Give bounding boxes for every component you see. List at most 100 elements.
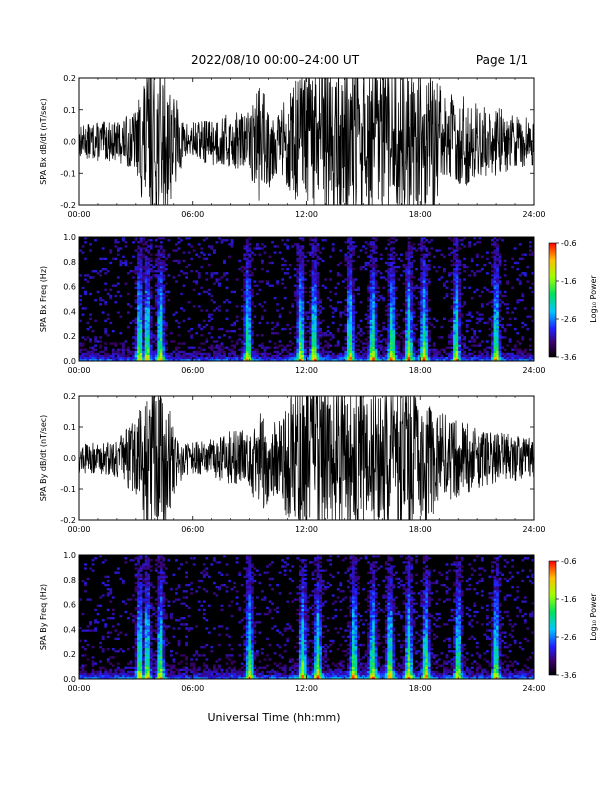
heat-cell xyxy=(425,352,429,356)
heat-cell xyxy=(387,325,391,329)
heat-cell xyxy=(147,270,151,273)
heat-cell xyxy=(89,567,92,570)
heat-cell xyxy=(488,334,492,337)
heat-cell xyxy=(298,301,302,304)
heat-cell xyxy=(422,290,426,294)
heat-cell xyxy=(84,648,87,651)
heat-cell xyxy=(425,342,429,345)
heat-cell xyxy=(296,338,300,341)
heat-cell xyxy=(405,257,408,261)
heat-cell xyxy=(159,641,163,645)
heat-cell xyxy=(349,354,353,358)
heat-cell xyxy=(491,346,494,349)
heat-cell xyxy=(195,280,199,283)
heat-cell xyxy=(394,346,398,349)
heat-cell xyxy=(235,340,239,343)
heat-cell xyxy=(491,348,494,351)
heat-cell xyxy=(352,327,355,331)
heat-cell xyxy=(412,247,416,250)
heat-cell xyxy=(91,660,95,663)
heat-cell xyxy=(478,350,482,354)
heat-cell xyxy=(521,354,525,358)
heat-cell xyxy=(298,265,302,269)
heat-cell xyxy=(144,579,148,583)
heat-cell xyxy=(460,305,464,308)
heat-cell xyxy=(306,315,310,318)
heat-cell xyxy=(316,323,320,327)
heat-cell xyxy=(483,354,487,358)
heat-cell xyxy=(463,245,467,248)
heat-cell xyxy=(142,299,146,302)
heat-cell xyxy=(157,672,161,676)
heat-cell xyxy=(303,325,307,329)
heat-cell xyxy=(283,296,287,300)
heat-cell xyxy=(493,330,497,333)
heat-cell xyxy=(159,604,163,607)
heat-cell xyxy=(255,350,259,354)
heat-cell xyxy=(139,645,143,649)
heat-cell xyxy=(445,286,449,289)
heat-cell xyxy=(157,660,161,663)
heat-cell xyxy=(387,268,391,271)
heat-cell xyxy=(162,654,166,657)
heat-cell xyxy=(129,321,133,325)
heat-cell xyxy=(339,358,343,362)
heat-cell xyxy=(157,559,161,562)
heat-cell xyxy=(139,274,143,277)
heat-cell xyxy=(190,334,194,337)
heat-cell xyxy=(84,639,87,643)
heat-cell xyxy=(301,278,305,281)
heat-cell xyxy=(346,352,350,356)
heat-cell xyxy=(405,251,408,254)
heat-cell xyxy=(301,292,305,296)
heat-cell xyxy=(496,332,499,335)
heat-cell xyxy=(207,292,211,296)
heat-cell xyxy=(326,334,330,337)
heat-cell xyxy=(177,346,181,349)
heat-cell xyxy=(369,307,373,310)
heat-cell xyxy=(142,276,146,279)
heat-cell xyxy=(144,261,148,265)
heat-cell xyxy=(443,348,446,351)
heat-cell xyxy=(220,350,224,354)
heat-cell xyxy=(137,627,140,630)
heat-cell xyxy=(109,251,113,254)
heat-cell xyxy=(493,245,497,248)
heat-cell xyxy=(233,344,237,347)
heat-cell xyxy=(159,633,163,636)
heat-cell xyxy=(134,590,138,593)
heat-cell xyxy=(420,334,424,337)
heat-cell xyxy=(134,637,138,641)
heat-cell xyxy=(202,319,206,323)
heat-cell xyxy=(405,301,408,304)
heat-cell xyxy=(223,356,226,360)
heat-cell xyxy=(314,348,317,351)
heat-cell xyxy=(410,346,413,349)
heat-cell xyxy=(175,358,178,362)
heat-cell xyxy=(248,323,252,327)
heat-cell xyxy=(139,340,143,343)
heat-cell xyxy=(503,327,507,331)
heat-cell xyxy=(341,311,345,314)
heat-cell xyxy=(109,617,113,620)
heat-cell xyxy=(455,257,459,261)
panel-3: 00:00 06:00 12:00 18:00 24:00-0.2-0.10.00.10… xyxy=(39,392,546,534)
heat-cell xyxy=(121,579,125,583)
heat-cell xyxy=(389,350,393,354)
heat-cell xyxy=(235,315,239,318)
heat-cell xyxy=(503,348,507,351)
heat-cell xyxy=(458,338,461,341)
heat-cell xyxy=(162,301,166,304)
heat-cell xyxy=(415,268,419,271)
heat-cell xyxy=(172,276,176,279)
heat-cell xyxy=(159,307,163,310)
heat-cell xyxy=(349,358,353,362)
heat-cell xyxy=(329,358,333,362)
heat-cell xyxy=(311,268,315,271)
heat-cell xyxy=(493,265,497,269)
heat-cell xyxy=(319,305,322,308)
heat-cell xyxy=(445,358,449,362)
heat-cell xyxy=(144,621,148,624)
heat-cell xyxy=(344,263,348,267)
heat-cell xyxy=(157,315,161,318)
